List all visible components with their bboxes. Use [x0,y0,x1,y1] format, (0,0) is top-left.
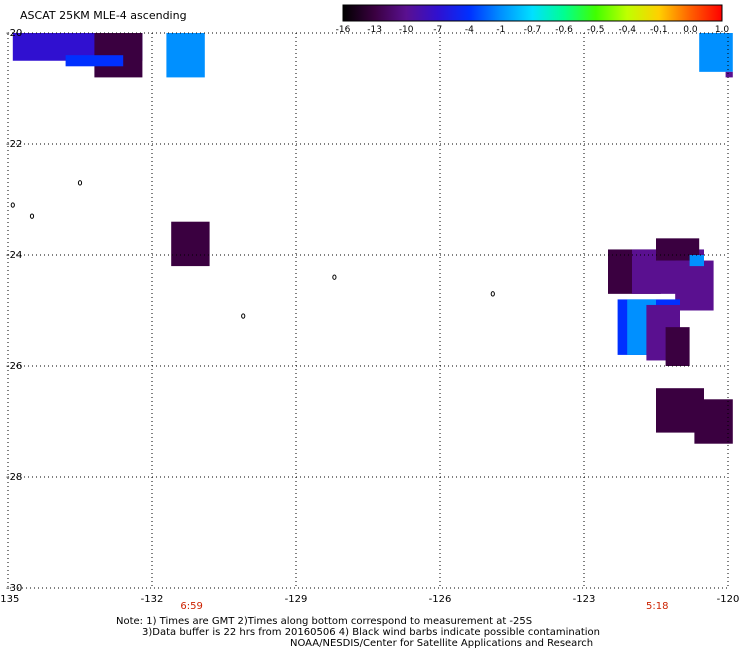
swath-cell [699,33,733,72]
swath-cell [689,255,704,267]
colorbar-label: -4 [465,25,474,35]
note-line-2: 3)Data buffer is 22 hrs from 20160506 4)… [142,627,600,638]
island-outline [332,274,337,280]
colorbar-label: -0.6 [555,25,573,35]
swath-cell [675,260,714,311]
colorbar-label: -10 [399,25,414,35]
island-outline [241,313,246,319]
colorbar-label: -1 [496,25,505,35]
colorbar-label: -0.5 [587,25,605,35]
island-outline [29,213,35,219]
colorbar-label: 0.0 [683,25,698,35]
colorbar-label: -0.4 [618,25,636,35]
swath-cell [65,55,124,67]
lat-tick-label: -22 [6,139,22,150]
note-line-1: Note: 1) Times are GMT 2)Times along bot… [116,616,533,627]
island-outline [490,291,495,297]
lat-tick-label: -28 [6,472,22,483]
colorbar-label: -0.1 [650,25,668,35]
lat-tick-label: -26 [6,361,22,372]
lon-tick-label: -120 [717,594,740,605]
swath-cell [694,399,733,444]
island-outline [10,202,15,208]
swath-cell [171,221,210,267]
lon-tick-label: -135 [0,594,19,605]
lon-tick-label: -126 [429,594,452,605]
colorbar-label: -13 [367,25,382,35]
lon-tick-label: -132 [141,594,164,605]
swath-cell [166,33,205,78]
swath-cell [725,71,733,78]
map-frame [7,32,729,589]
colorbar [342,4,723,22]
note-line-3: NOAA/NESDIS/Center for Satellite Applica… [290,638,594,649]
island-outline [77,180,83,186]
colorbar-label: -0.7 [524,25,542,35]
colorbar-label: 1.0 [715,25,730,35]
colorbar-label: -16 [336,25,351,35]
lat-tick-label: -24 [6,250,22,261]
colorbar-label: -7 [433,25,442,35]
swath-time-label: 5:18 [646,601,669,612]
lat-tick-label: -30 [6,583,22,594]
swath-cell [665,327,690,366]
swath-time-label: 6:59 [180,601,203,612]
map-title: ASCAT 25KM MLE-4 ascending [20,9,187,22]
lon-tick-label: -129 [285,594,308,605]
lon-tick-label: -123 [573,594,596,605]
lat-tick-label: -20 [6,28,22,39]
